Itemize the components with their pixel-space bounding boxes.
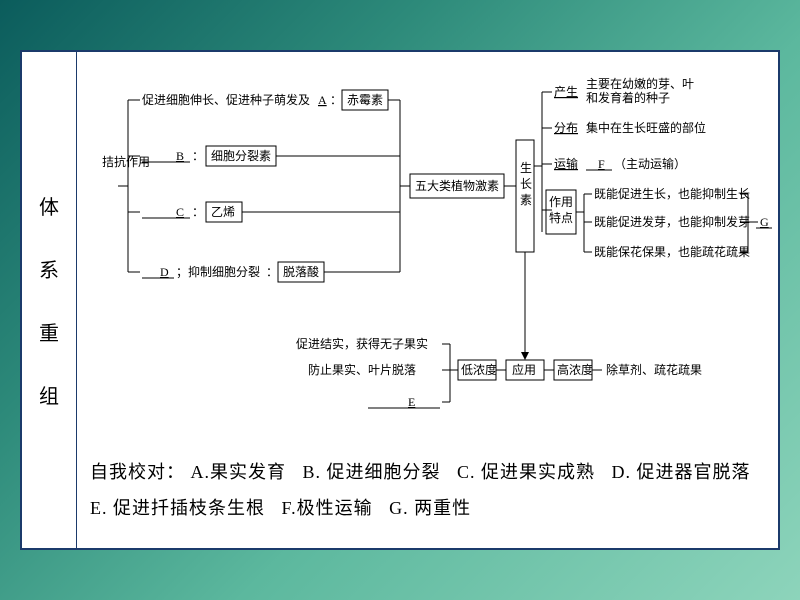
row-a-prefix: 促进细胞伸长、促进种子萌发及 (142, 92, 310, 107)
side-title: 体 系 重 组 (22, 52, 76, 548)
app-text: 应用 (512, 362, 536, 377)
low-text: 低浓度 (461, 362, 497, 377)
left-bracket (118, 100, 140, 272)
transport-label: 运输 (554, 156, 578, 171)
blank-C: C (176, 205, 184, 219)
auxin-text: 生 长 素 (520, 161, 535, 207)
answer-G: G. 两重性 (389, 498, 471, 518)
colon-a: ： (330, 93, 342, 107)
row-d-suffix: ；抑制细胞分裂 (176, 264, 260, 279)
char-bracket (576, 194, 592, 252)
answer-F: F.极性运输 (282, 498, 373, 518)
answer-E: E. 促进扦插枝条生根 (90, 498, 265, 518)
answer-A: A.果实发育 (191, 462, 287, 482)
produce-label: 产生 (554, 85, 578, 99)
answer-B: B. 促进细胞分裂 (303, 462, 441, 482)
blank-D: D (160, 265, 169, 279)
box-c-text: 乙烯 (211, 205, 235, 219)
side-char-4: 组 (39, 380, 59, 409)
main-frame: 体 系 重 组 拮抗作用 促进细胞伸长、促进种子萌发及 A ： 赤霉素 (20, 50, 780, 550)
produce-text: 主要在幼嫩的芽、叶 和发育着的种子 (586, 76, 697, 105)
high-text: 高浓度 (557, 362, 593, 377)
high-item-1: 除草剂、疏花疏果 (606, 362, 702, 377)
answer-lead: 自我校对： (90, 462, 185, 482)
center-text: 五大类植物激素 (415, 178, 499, 193)
gather-lines (242, 100, 410, 272)
colon-b: ： (192, 149, 204, 163)
char-1: 既能促进生长，也能抑制生长 (594, 186, 750, 201)
side-char-3: 重 (39, 317, 59, 346)
blank-A: A (318, 93, 327, 107)
vertical-separator (76, 52, 77, 548)
transport-text: （主动运输） (614, 156, 686, 171)
char-label: 作用 特点 (549, 195, 576, 225)
blank-G: G (760, 215, 769, 229)
low-item-2: 防止果实、叶片脱落 (308, 362, 416, 377)
distribute-label: 分布 (554, 121, 578, 135)
gradient-background: 体 系 重 组 拮抗作用 促进细胞伸长、促进种子萌发及 A ： 赤霉素 (0, 0, 800, 600)
box-d-text: 脱落酸 (283, 264, 319, 279)
char-3: 既能保花保果，也能疏花疏果 (594, 244, 750, 259)
blank-B: B (176, 149, 184, 163)
side-char-2: 系 (39, 254, 59, 283)
low-item-1: 促进结实，获得无子果实 (296, 336, 428, 351)
colon-d: ： (266, 265, 278, 279)
answer-C: C. 促进果实成熟 (457, 462, 595, 482)
side-char-1: 体 (39, 191, 59, 220)
answer-block: 自我校对： A.果实发育 B. 促进细胞分裂 C. 促进果实成熟 D. 促进器官… (90, 454, 764, 526)
colon-c: ： (192, 205, 204, 219)
box-a-text: 赤霉素 (347, 93, 383, 107)
low-bracket (442, 344, 458, 402)
char-2: 既能促进发芽，也能抑制发芽 (594, 214, 750, 229)
content-area: 拮抗作用 促进细胞伸长、促进种子萌发及 A ： 赤霉素 B ： 细胞分裂素 (80, 56, 774, 544)
arrow-down-icon (521, 352, 529, 360)
blank-E: E (408, 395, 415, 409)
distribute-text: 集中在生长旺盛的部位 (586, 120, 706, 135)
diagram: 拮抗作用 促进细胞伸长、促进种子萌发及 A ： 赤霉素 B ： 细胞分裂素 (80, 56, 774, 446)
box-b-text: 细胞分裂素 (211, 149, 271, 163)
blank-F: F (598, 157, 605, 171)
answer-D: D. 促进器官脱落 (612, 462, 751, 482)
